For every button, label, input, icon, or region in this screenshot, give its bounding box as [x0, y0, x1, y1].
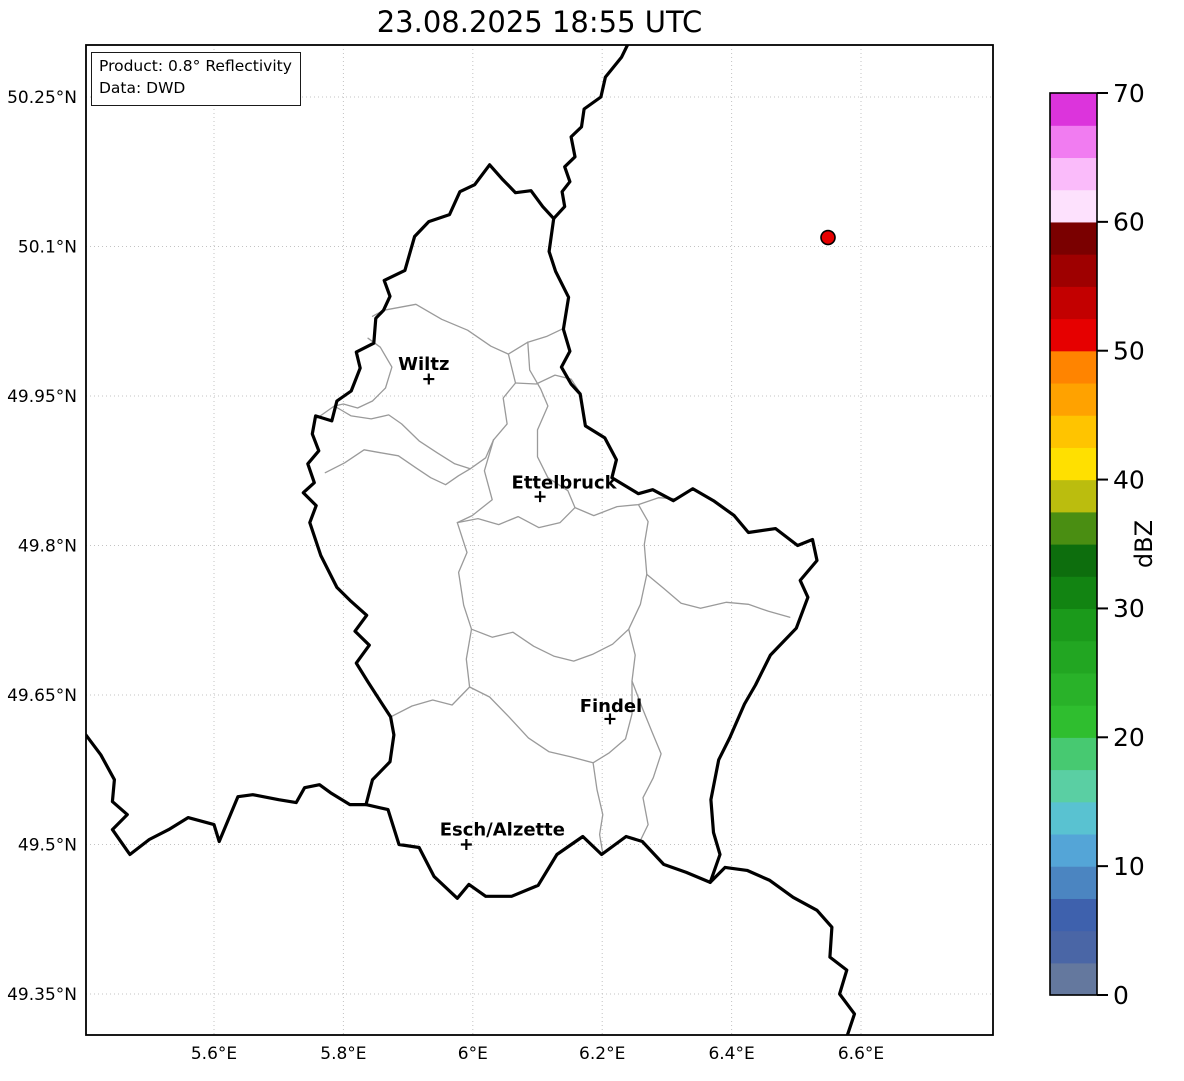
y-tick-label: 50.25°N: [7, 88, 77, 108]
colorbar-tick-label: 70: [1113, 79, 1145, 108]
city-plus-marker: [423, 373, 435, 385]
national-borders-layer: [86, 45, 857, 1035]
colorbar-band: [1050, 544, 1097, 577]
colorbar-band: [1050, 672, 1097, 706]
canton-border-line: [456, 439, 495, 688]
colorbar-band: [1050, 479, 1097, 513]
colorbar-unit-label: dBZ: [1130, 520, 1158, 568]
colorbar-band: [1050, 962, 1097, 996]
y-tick-label: 49.5°N: [18, 835, 77, 855]
colorbar-band: [1050, 350, 1097, 384]
colorbar-ticks: 0 10 20 30 40 50 60 70: [1097, 79, 1145, 1010]
city-label: Ettelbruck: [512, 473, 618, 494]
x-axis-labels: 5.6°E 5.8°E 6°E 6.2°E 6.4°E 6.6°E: [191, 1044, 884, 1064]
canton-border-line: [324, 449, 471, 486]
canton-border-line: [514, 374, 581, 394]
colorbar-bands: [1050, 93, 1097, 996]
colorbar-band: [1050, 415, 1097, 448]
colorbar-band: [1050, 640, 1097, 674]
city-plus-marker: [534, 491, 546, 503]
colorbar-tick-label: 10: [1113, 852, 1145, 881]
city-label: Wiltz: [398, 354, 449, 375]
colorbar-tick-label: 60: [1113, 208, 1145, 237]
x-tick-label: 6.2°E: [579, 1044, 625, 1064]
product-info-line: Product: 0.8° Reflectivity: [99, 57, 292, 75]
cities-layer: Wiltz Ettelbruck Findel Esch/Alzette: [398, 354, 642, 850]
colorbar-frame: [1049, 92, 1098, 996]
figure-title: 23.08.2025 18:55 UTC: [376, 5, 703, 39]
radar-site-marker: [820, 229, 836, 246]
x-tick-label: 5.6°E: [191, 1044, 237, 1064]
colorbar-band: [1050, 737, 1097, 771]
colorbar-band: [1050, 833, 1097, 867]
canton-border-line: [456, 497, 676, 529]
canton-borders-layer: [316, 303, 791, 855]
colorbar-band: [1050, 286, 1097, 320]
colorbar-band: [1050, 930, 1097, 964]
grid-layer: [86, 45, 993, 1035]
x-tick-label: 6°E: [458, 1044, 488, 1064]
y-axis-labels: 50.25°N 50.1°N 49.95°N 49.8°N 49.65°N 49.5°N 4…: [7, 88, 77, 1005]
x-tick-label: 5.8°E: [320, 1044, 366, 1064]
product-info-box: Product: 0.8° Reflectivity Data: DWD: [91, 52, 301, 106]
colorbar-band: [1050, 157, 1097, 191]
colorbar-tick-label: 50: [1113, 336, 1145, 365]
colorbar-band: [1050, 769, 1097, 803]
city-label: Esch/Alzette: [440, 820, 565, 841]
data-source-line: Data: DWD: [99, 79, 186, 98]
colorbar-tick-label: 40: [1113, 465, 1145, 494]
canton-border-line: [468, 680, 633, 764]
colorbar-band: [1050, 93, 1097, 126]
axes-frame: [85, 44, 994, 1036]
colorbar-band: [1050, 898, 1097, 932]
colorbar-band: [1050, 576, 1097, 610]
colorbar-band: [1050, 866, 1097, 899]
colorbar-band: [1050, 511, 1097, 545]
neighbor-country-border-line: [552, 45, 630, 221]
canton-border-line: [492, 353, 517, 441]
canton-border-line: [333, 405, 495, 470]
canton-border-line: [527, 341, 576, 509]
y-tick-label: 49.8°N: [18, 536, 77, 556]
neighbor-country-border-line: [86, 733, 368, 857]
geography-layer: Wiltz Ettelbruck Findel Esch/Alzette: [86, 45, 857, 1035]
canton-border-line: [592, 762, 604, 855]
neighbor-country-border-line: [708, 865, 857, 1035]
y-tick-label: 49.35°N: [7, 985, 77, 1005]
city-label: Findel: [580, 696, 643, 717]
canton-border-line: [646, 573, 791, 618]
colorbar-tick-label: 0: [1113, 981, 1129, 1010]
y-tick-label: 49.95°N: [7, 387, 77, 407]
luxembourg-border-outline: [301, 163, 819, 900]
colorbar-band: [1050, 221, 1097, 255]
y-tick-label: 49.65°N: [7, 686, 77, 706]
colorbar-tick-label: 30: [1113, 594, 1145, 623]
colorbar-band: [1050, 801, 1097, 835]
colorbar-band: [1050, 189, 1097, 223]
canton-border-line: [389, 686, 471, 718]
colorbar-tick-label: 20: [1113, 723, 1145, 752]
city-plus-marker: [604, 713, 616, 725]
y-tick-label: 50.1°N: [18, 237, 77, 257]
city-plus-marker: [460, 839, 472, 850]
colorbar-band: [1050, 447, 1097, 481]
colorbar-band: [1050, 382, 1097, 416]
colorbar-band: [1050, 318, 1097, 352]
colorbar-band: [1050, 705, 1097, 738]
colorbar-band: [1050, 125, 1097, 159]
colorbar-band: [1050, 254, 1097, 287]
x-tick-label: 6.6°E: [838, 1044, 884, 1064]
x-tick-label: 6.4°E: [708, 1044, 754, 1064]
colorbar-band: [1050, 608, 1097, 642]
canton-border-line: [371, 303, 565, 355]
canton-border-line: [470, 503, 649, 662]
canton-border-line: [628, 628, 662, 842]
